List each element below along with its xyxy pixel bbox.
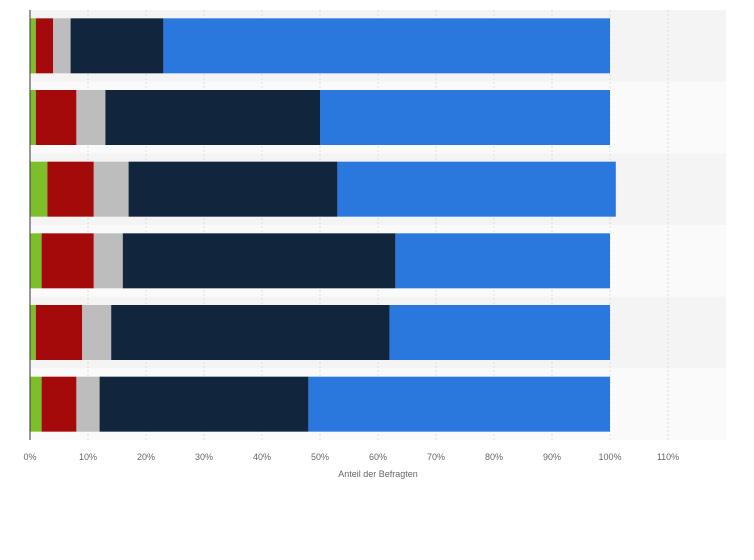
bar-segment: [99, 376, 309, 432]
x-tick-label: 10%: [79, 452, 97, 462]
bar-segment: [128, 161, 338, 217]
bar-segment: [70, 18, 164, 74]
bar-segment: [111, 305, 390, 360]
bar-segment: [41, 233, 94, 289]
x-tick-label: 30%: [195, 452, 213, 462]
bar-segment: [35, 90, 77, 145]
bar-segment: [105, 90, 321, 145]
x-axis-title: Anteil der Befragten: [338, 469, 418, 479]
bar-segment: [35, 18, 54, 74]
bar-segment: [337, 161, 616, 217]
x-tick-label: 110%: [657, 452, 679, 462]
x-axis-ticks: 0% 10% 20% 30% 40% 50% 60% 70% 80% 90% 100% 110%: [23, 452, 679, 462]
x-tick-label: 90%: [543, 452, 561, 462]
bar-segment: [76, 90, 106, 145]
bar-segment: [122, 233, 396, 289]
bar-segment: [320, 90, 610, 145]
x-tick-label: 100%: [598, 452, 621, 462]
bar-segment: [82, 305, 112, 360]
bar-segment: [41, 376, 77, 432]
bar-segment: [93, 233, 123, 289]
bar-segment: [389, 305, 610, 360]
bar-segment: [308, 376, 610, 432]
x-tick-label: 0%: [23, 452, 36, 462]
bar-segment: [163, 18, 610, 74]
bar-segment: [30, 233, 42, 289]
x-tick-label: 20%: [137, 452, 155, 462]
bar-segment: [93, 161, 129, 217]
x-tick-label: 40%: [253, 452, 271, 462]
bars: [30, 18, 616, 432]
bar-segment: [30, 18, 36, 74]
bar-segment: [53, 18, 71, 74]
bar-segment: [47, 161, 94, 217]
bar-segment: [30, 161, 48, 217]
x-tick-label: 80%: [485, 452, 503, 462]
bar-segment: [30, 90, 36, 145]
bar-segment: [30, 376, 42, 432]
x-tick-label: 70%: [427, 452, 445, 462]
bar-segment: [395, 233, 610, 289]
bar-segment: [76, 376, 100, 432]
x-tick-label: 60%: [369, 452, 387, 462]
bar-segment: [35, 305, 83, 360]
bar-segment: [30, 305, 36, 360]
x-tick-label: 50%: [311, 452, 329, 462]
